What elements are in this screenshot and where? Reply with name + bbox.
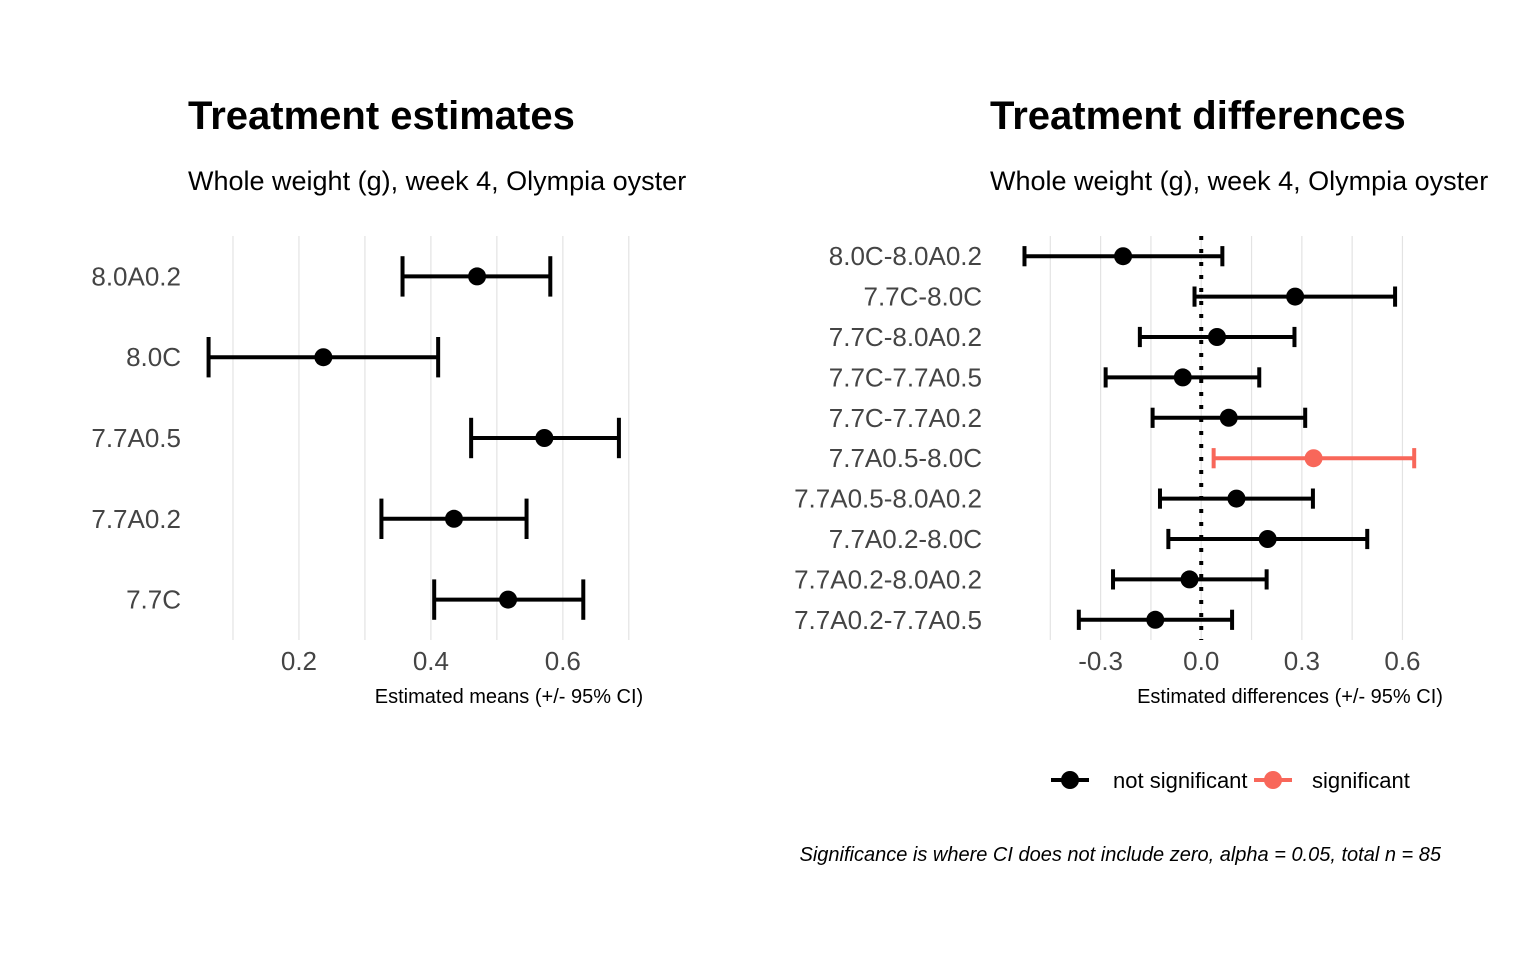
y-tick-label: 7.7A0.5-8.0C	[829, 443, 982, 473]
estimates-title: Treatment estimates	[188, 94, 575, 138]
estimate-point	[1227, 489, 1246, 508]
legend-significant-label: significant	[1312, 768, 1410, 793]
estimate-point	[314, 348, 333, 367]
errorbar-7.7A0.2	[379, 498, 529, 539]
errorbar-7.7A0.5-8.0A0.2	[1157, 488, 1315, 509]
estimate-point	[1286, 287, 1305, 306]
y-tick-label: 7.7A0.5	[91, 423, 181, 453]
estimate-point	[1304, 449, 1323, 468]
y-tick-label: 8.0A0.2	[91, 261, 181, 291]
y-tick-label: 7.7A0.5-8.0A0.2	[794, 484, 982, 514]
caption: Significance is where CI does not includ…	[799, 844, 1441, 866]
differences-x-axis-label: Estimated differences (+/- 95% CI)	[1137, 686, 1443, 708]
legend: not significant significant	[1051, 768, 1410, 793]
estimate-point	[1146, 610, 1165, 629]
differences-y-ticks: 8.0C-8.0A0.2 7.7C-8.0C 7.7C-8.0A0.2 7.7C-7.…	[794, 241, 982, 635]
errorbar-7.7A0.5-8.0C	[1211, 448, 1417, 469]
legend-not-significant: not significant	[1051, 768, 1248, 793]
estimate-point	[1180, 570, 1199, 589]
differences-marks	[1022, 246, 1417, 630]
y-tick-label: 8.0C	[126, 342, 181, 372]
y-tick-label: 7.7A0.2	[91, 504, 181, 534]
x-tick-label: 0.6	[545, 646, 581, 676]
y-tick-label: 7.7A0.2-8.0C	[829, 524, 982, 554]
errorbar-8.0C	[206, 337, 441, 378]
errorbar-7.7C-7.7A0.5	[1103, 367, 1262, 388]
x-tick-label: 0.6	[1384, 646, 1420, 676]
legend-not-significant-label: not significant	[1113, 768, 1248, 793]
errorbar-7.7A0.2-8.0C	[1166, 528, 1370, 550]
estimate-point	[1207, 328, 1226, 346]
y-tick-label: 7.7C-7.7A0.2	[829, 403, 982, 433]
estimate-point	[535, 429, 554, 447]
estimates-subtitle: Whole weight (g), week 4, Olympia oyster	[188, 166, 686, 196]
y-tick-label: 7.7C	[126, 585, 181, 615]
estimate-point	[1114, 247, 1133, 266]
errorbar-7.7C-8.0C	[1192, 286, 1398, 307]
estimate-point	[1173, 368, 1192, 387]
estimate-point	[499, 590, 518, 609]
estimates-marks	[206, 256, 621, 620]
y-tick-label: 7.7C-8.0C	[864, 282, 983, 312]
x-tick-label: -0.3	[1078, 646, 1123, 676]
errorbar-7.7C-8.0A0.2	[1137, 326, 1297, 348]
x-tick-label: 0.4	[413, 646, 449, 676]
errorbar-8.0A0.2	[400, 256, 553, 297]
legend-not-significant-dot	[1061, 771, 1079, 789]
y-tick-label: 7.7A0.2-7.7A0.5	[794, 605, 982, 635]
errorbar-7.7A0.2-7.7A0.5	[1076, 609, 1235, 630]
estimates-x-ticks: 0.2 0.4 0.6	[281, 646, 581, 676]
y-tick-label: 7.7C-8.0A0.2	[829, 322, 982, 352]
y-tick-label: 7.7A0.2-8.0A0.2	[794, 564, 982, 594]
estimate-point	[1219, 408, 1238, 427]
estimates-y-ticks: 8.0A0.2 8.0C 7.7A0.5 7.7A0.2 7.7C	[91, 261, 181, 614]
errorbar-8.0C-8.0A0.2	[1022, 246, 1225, 267]
estimate-point	[468, 267, 487, 286]
y-tick-label: 7.7C-7.7A0.5	[829, 362, 982, 392]
x-tick-label: 0.3	[1284, 646, 1320, 676]
x-tick-label: 0.2	[281, 646, 317, 676]
estimates-x-axis-label: Estimated means (+/- 95% CI)	[375, 686, 643, 708]
differences-title: Treatment differences	[990, 94, 1406, 138]
differences-panel: Treatment differences Whole weight (g), …	[794, 94, 1488, 866]
legend-significant: significant	[1254, 768, 1410, 793]
errorbar-7.7A0.5	[469, 417, 621, 459]
errorbar-7.7A0.2-8.0A0.2	[1111, 569, 1269, 590]
estimate-point	[1258, 530, 1277, 548]
y-tick-label: 8.0C-8.0A0.2	[829, 241, 982, 271]
legend-significant-dot	[1264, 771, 1282, 789]
differences-subtitle: Whole weight (g), week 4, Olympia oyster	[990, 166, 1488, 196]
differences-grid	[1049, 236, 1404, 640]
errorbar-7.7C-7.7A0.2	[1150, 407, 1308, 428]
estimate-point	[444, 509, 463, 528]
differences-x-ticks: -0.3 0.0 0.3 0.6	[1078, 646, 1420, 676]
x-tick-label: 0.0	[1183, 646, 1219, 676]
errorbar-7.7C	[432, 579, 586, 620]
estimates-panel: Treatment estimates Whole weight (g), we…	[91, 94, 686, 708]
